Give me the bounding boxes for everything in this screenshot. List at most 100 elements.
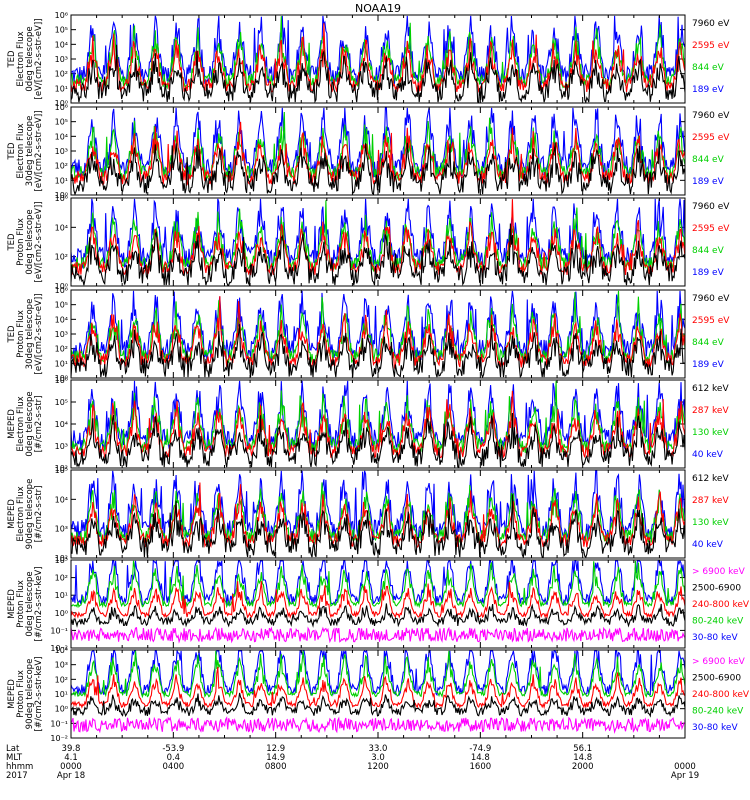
legend-entry: 189 eV — [692, 268, 725, 278]
legend-entry: 80-240 keV — [692, 617, 744, 627]
y-axis-label: TEDElectron Flux0deg telescope[eV/[cm2-s… — [7, 19, 44, 100]
x-tick-hhmm: 0000 — [674, 762, 696, 772]
panel-4: 10⁰ 10¹ 10² 10³ 10⁴ 10⁵ 10⁶ TEDProton Flux30deg… — [7, 286, 730, 383]
series-line-2595-ev — [71, 199, 685, 278]
y-axis-label-line: 0deg telescope — [25, 26, 35, 91]
y-tick-label: 10⁵ — [55, 26, 68, 35]
legend-entry: 7960 eV — [692, 19, 730, 29]
panel-8: 10⁻² 10⁻¹ 10⁰ 10¹ 10² 10³ 10⁴ MEPEDProton Flux9… — [7, 646, 750, 743]
y-axis-label-line: 90deg telescope — [25, 479, 35, 550]
y-tick-label: 10⁻¹ — [50, 719, 68, 728]
x-tick-lat: 39.8 — [62, 744, 81, 754]
series-line-80-240-kev — [71, 650, 685, 699]
y-tick-label: 10⁰ — [55, 191, 68, 200]
y-tick-label: 10³ — [55, 147, 68, 156]
y-axis-label: MEPEDProton Flux0deg telescope[#/cm2-s-s… — [7, 567, 44, 642]
legend-entry: 2500-6900 — [692, 584, 741, 594]
legend-entry: 189 eV — [692, 177, 725, 187]
y-axis-label-line: TED — [7, 233, 17, 252]
y-axis-label-line: 30deg telescope — [25, 299, 35, 370]
x-tick-lat: 33.0 — [369, 744, 388, 754]
panel-3: 10⁰ 10² 10⁴ 10⁶ TEDProton Flux0deg telescope… — [7, 194, 730, 291]
y-tick-label: 10² — [55, 345, 68, 354]
series-line-844-ev — [71, 200, 685, 273]
legend-entry: 240-800 keV — [692, 690, 750, 700]
y-tick-label: 10³ — [55, 442, 68, 451]
series-line-240-800-kev — [71, 666, 685, 710]
y-axis-label-line: Electron Flux — [16, 396, 26, 451]
series-line-240-800-kev — [71, 581, 685, 620]
y-tick-label: 10⁴ — [55, 132, 68, 141]
y-tick-label: 10² — [55, 162, 68, 171]
y-axis-label: TEDElectron Flux30deg telescope[eV/[cm2-… — [7, 111, 44, 192]
y-axis-label-line: Proton Flux — [16, 310, 26, 358]
legend-entry: 287 keV — [692, 496, 729, 506]
series-line--6900-kev — [71, 716, 685, 734]
x-tick-mlt: 14.8 — [471, 753, 490, 763]
y-axis-label-line: MEPED — [7, 409, 17, 439]
x-row-label: 2017 — [6, 771, 28, 781]
legend-entry: 80-240 keV — [692, 707, 744, 717]
legend-entry: 7960 eV — [692, 111, 730, 121]
legend-entry: 7960 eV — [692, 202, 730, 212]
y-axis-label-line: 90deg telescope — [25, 659, 35, 730]
legend-entry: 30-80 keV — [692, 723, 738, 733]
y-tick-label: 10⁰ — [55, 609, 68, 618]
x-tick-hhmm: 0400 — [163, 762, 185, 772]
x-tick-hhmm: 1600 — [470, 762, 492, 772]
series-line-612-kev — [71, 494, 685, 558]
chart-title: NOAA19 — [355, 2, 401, 15]
y-axis-label-line: MEPED — [7, 589, 17, 619]
y-axis-label-line: MEPED — [7, 679, 17, 709]
y-tick-label: 10⁶ — [55, 286, 68, 295]
x-tick-mlt: 14.9 — [266, 753, 285, 763]
x-tick-lat: 12.9 — [266, 744, 285, 754]
legend-entry: 30-80 keV — [692, 633, 738, 643]
series-line-30-80-kev — [71, 560, 685, 607]
y-axis-label-line: [#/cm2-s-str] — [34, 486, 44, 543]
y-axis-label-line: [eV/[cm2-s-str-eV]] — [34, 294, 44, 375]
y-tick-label: 10² — [55, 464, 68, 473]
legend-entry: 844 eV — [692, 63, 725, 73]
y-tick-label: 10¹ — [55, 591, 68, 600]
series-line-7960-ev — [71, 44, 685, 103]
legend-entry: > 6900 keV — [692, 657, 746, 667]
y-axis-label-line: TED — [7, 142, 17, 161]
x-tick-hhmm: 0800 — [265, 762, 287, 772]
y-axis-label-line: TED — [7, 50, 17, 69]
x-tick-mlt: 4.1 — [64, 753, 78, 763]
y-axis-label-line: 0deg telescope — [25, 571, 35, 636]
y-axis-label-line: [#/cm2-s-str-keV] — [34, 657, 44, 732]
y-axis-label-line: Electron Flux — [16, 123, 26, 178]
y-tick-label: 10³ — [55, 55, 68, 64]
y-tick-label: 10¹ — [55, 84, 68, 93]
legend-entry: 189 eV — [692, 85, 725, 95]
y-axis-label-line: Electron Flux — [16, 486, 26, 541]
legend-entry: 7960 eV — [692, 294, 730, 304]
y-axis-label-line: Electron Flux — [16, 31, 26, 86]
y-tick-label: 10² — [55, 574, 68, 583]
x-tick-lat: 56.1 — [573, 744, 592, 754]
y-tick-label: 10¹ — [55, 176, 68, 185]
y-tick-label: 10⁶ — [55, 103, 68, 112]
legend-entry: 189 eV — [692, 360, 725, 370]
series-line-189-ev — [71, 198, 685, 270]
y-tick-label: 10⁴ — [55, 223, 68, 232]
legend-entry: 612 keV — [692, 384, 729, 394]
legend-entry: 844 eV — [692, 246, 725, 256]
y-tick-label: 10⁴ — [55, 646, 68, 655]
y-tick-label: 10⁻¹ — [50, 626, 68, 635]
y-tick-label: 10⁰ — [55, 374, 68, 383]
series-line-7960-ev — [71, 324, 685, 378]
y-tick-label: 10⁶ — [55, 11, 68, 20]
legend-entry: 2595 eV — [692, 316, 730, 326]
y-axis-label-line: [eV/[cm2-s-str-eV]] — [34, 202, 44, 283]
y-tick-label: 10⁴ — [55, 40, 68, 49]
series-line--6900-kev — [71, 626, 685, 644]
y-tick-label: 10¹ — [55, 359, 68, 368]
y-axis-label-line: TED — [7, 325, 17, 344]
x-tick-hhmm: 2000 — [572, 762, 594, 772]
legend-entry: 287 keV — [692, 406, 729, 416]
